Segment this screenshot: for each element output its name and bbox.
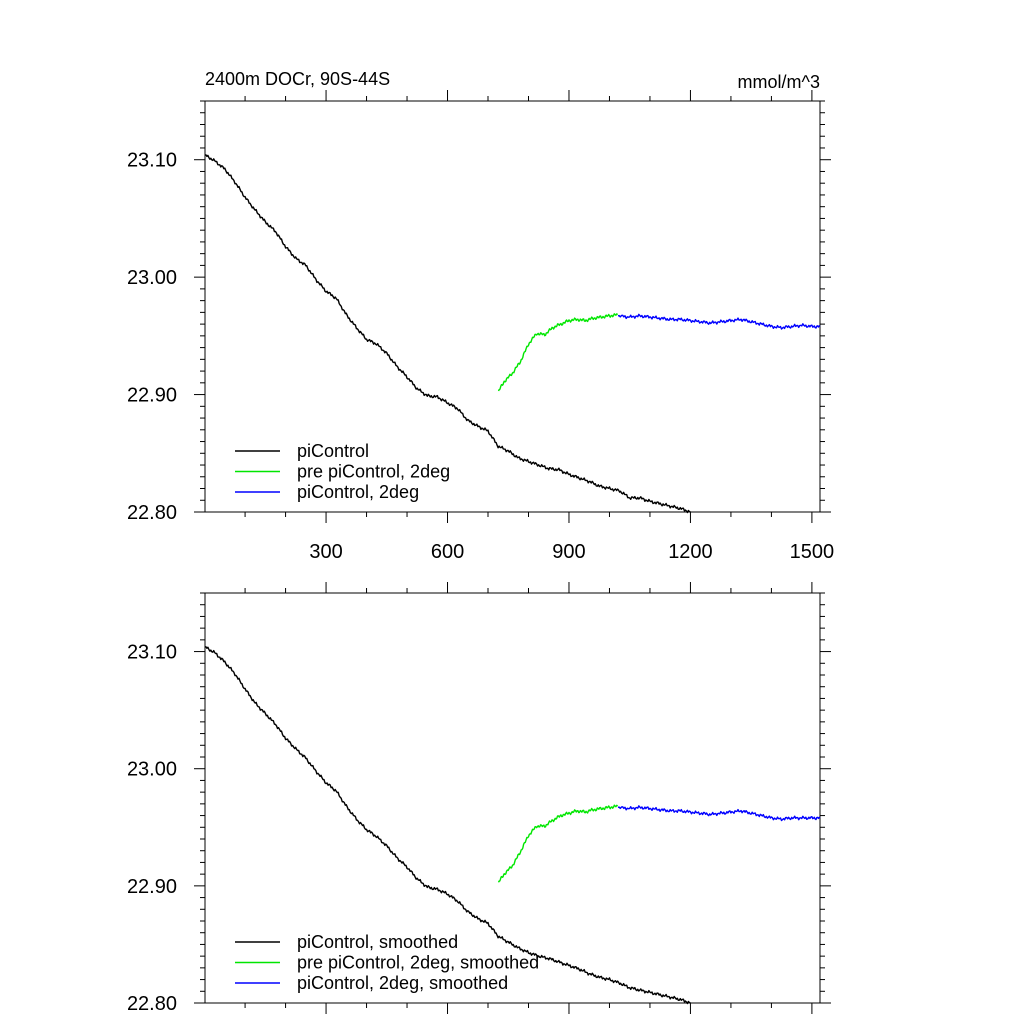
y-tick-label: 23.00 <box>127 759 177 781</box>
legend-label: piControl, smoothed <box>297 932 458 952</box>
series-line <box>204 154 691 514</box>
y-tick-label: 22.90 <box>127 876 177 898</box>
y-tick-label: 22.80 <box>127 502 177 524</box>
plot-frame <box>204 100 821 513</box>
chart-title: 2400m DOCr, 90S-44S <box>205 69 390 89</box>
y-tick-label: 23.10 <box>127 642 177 664</box>
x-tick-label: 1500 <box>790 541 835 563</box>
legend-label: pre piControl, 2deg, smoothed <box>297 953 539 973</box>
x-tick-label: 1200 <box>668 541 713 563</box>
series-line <box>204 646 691 1005</box>
legend-label: piControl, 2deg, smoothed <box>297 973 508 993</box>
plot-frame <box>204 592 821 1004</box>
series-line <box>617 805 821 822</box>
y-tick-label: 23.10 <box>127 150 177 172</box>
legend-label: piControl, 2deg <box>297 482 419 502</box>
series-line <box>497 313 619 392</box>
legend-label: piControl <box>297 441 369 461</box>
units-label: mmol/m^3 <box>738 72 820 92</box>
series-line <box>617 313 821 330</box>
x-tick-label: 900 <box>552 541 585 563</box>
legend-label: pre piControl, 2deg <box>297 462 450 482</box>
x-tick-label: 600 <box>431 541 464 563</box>
y-tick-label: 23.00 <box>127 267 177 289</box>
y-tick-label: 22.90 <box>127 385 177 407</box>
panel-top: 300 600 900 1200 1500 22.80 22.90 23.00 23.10 240… <box>127 69 834 563</box>
series-line <box>497 804 619 883</box>
y-tick-label: 22.80 <box>127 993 177 1015</box>
x-tick-label: 300 <box>309 541 342 563</box>
